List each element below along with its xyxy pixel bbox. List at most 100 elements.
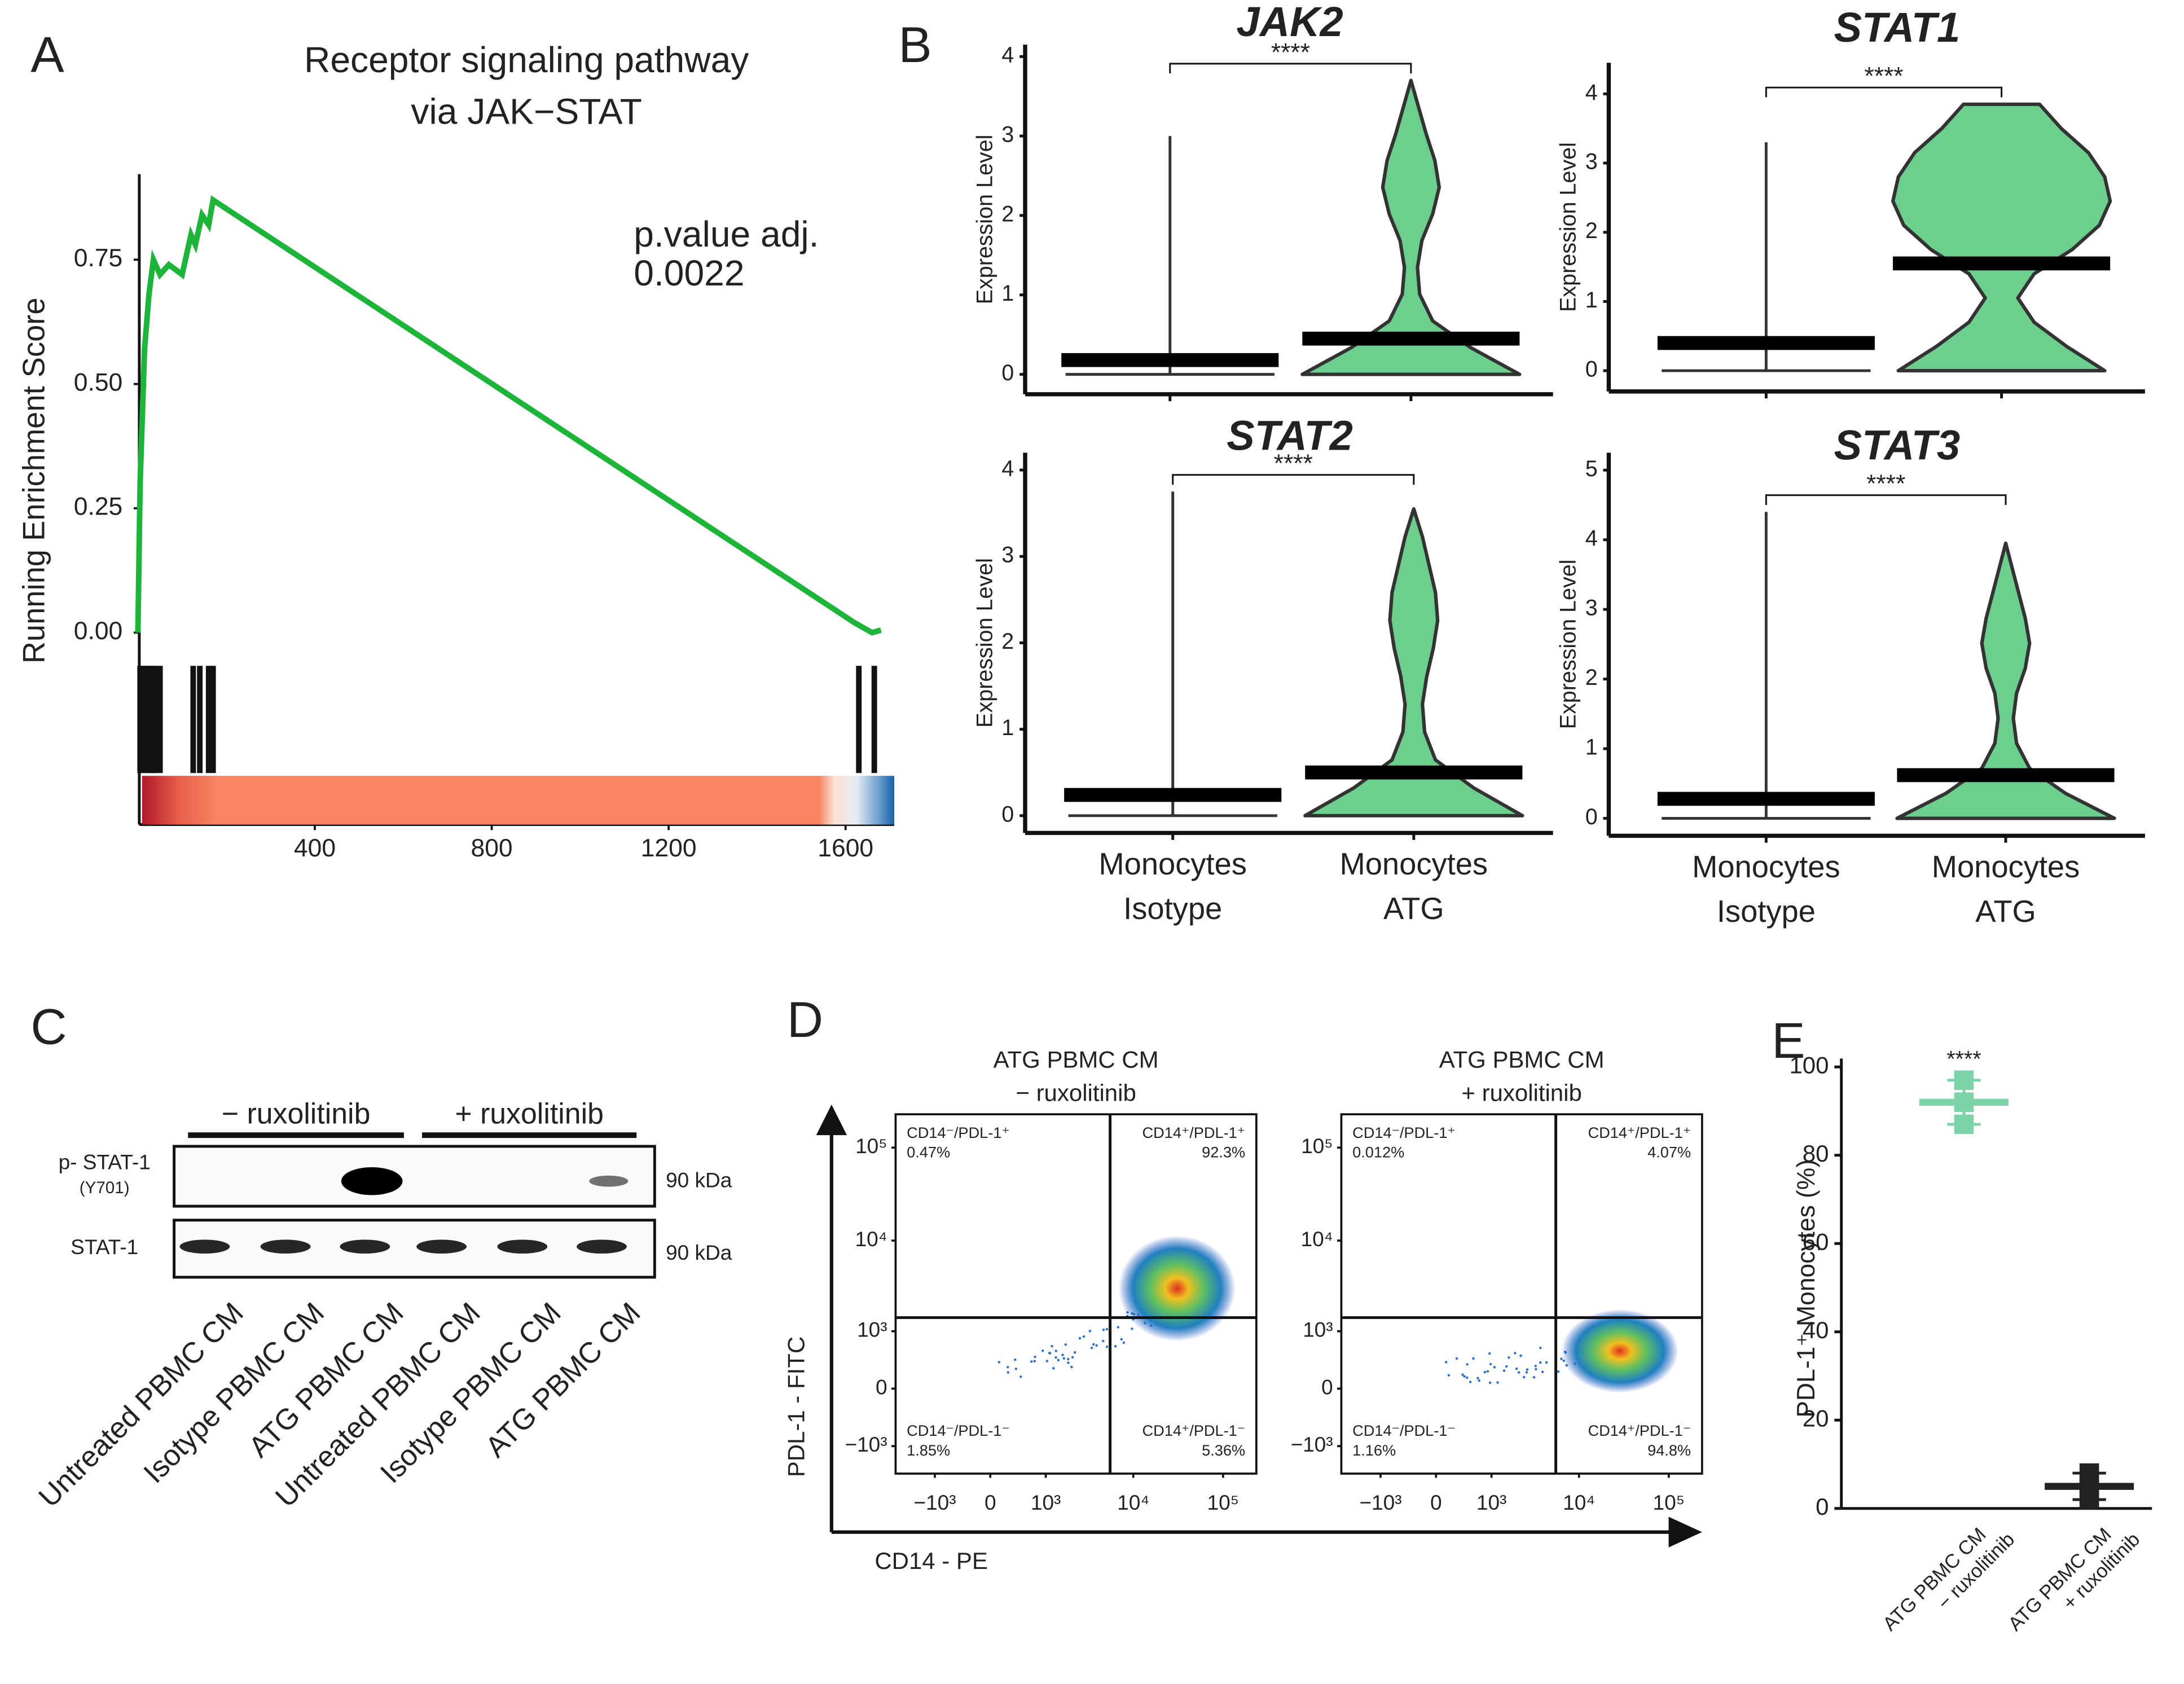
event: [1483, 1370, 1487, 1374]
x-tick-label: Isotype: [1717, 894, 1816, 929]
event: [1117, 1326, 1120, 1329]
chart-title: STAT2: [1227, 412, 1353, 459]
y-tick-label: 4: [1585, 526, 1598, 551]
event: [1020, 1375, 1022, 1378]
event: [1488, 1352, 1491, 1355]
event: [1463, 1375, 1466, 1378]
annotation: 0.0022: [634, 253, 744, 293]
quadrant-value: 0.47%: [907, 1143, 950, 1160]
y-tick-label: 2: [1001, 201, 1014, 226]
plot-title: − ruxolitinib: [1016, 1080, 1136, 1106]
event: [1535, 1368, 1537, 1371]
event: [1071, 1356, 1074, 1359]
event: [1095, 1344, 1098, 1347]
event: [1062, 1357, 1066, 1360]
event: [1048, 1352, 1052, 1355]
event: [1514, 1352, 1517, 1355]
event: [1034, 1355, 1036, 1358]
quadrant-label: CD14⁻/PDL-1⁺: [1352, 1124, 1456, 1141]
significance: ****: [1271, 38, 1310, 66]
y-tick-label: 0: [1585, 804, 1598, 829]
y-tick-label: 1: [1001, 281, 1014, 306]
x-tick-label: 10⁴: [1117, 1490, 1149, 1514]
chart-title: Receptor signaling pathway: [304, 39, 749, 80]
event: [1007, 1366, 1009, 1369]
error-bar: [2072, 1471, 2106, 1501]
x-tick-label: Monocytes: [1692, 850, 1840, 884]
violin: [1895, 541, 2116, 820]
event: [1461, 1373, 1464, 1376]
y-tick-label: −10³: [1290, 1432, 1333, 1456]
event: [1114, 1345, 1117, 1348]
event: [1061, 1353, 1064, 1356]
event: [1045, 1360, 1048, 1362]
event: [1523, 1375, 1526, 1379]
event: [1505, 1365, 1508, 1368]
event: [1444, 1361, 1448, 1364]
y-tick-label: 0: [876, 1375, 887, 1399]
event: [1465, 1376, 1469, 1379]
y-tick-label: 0: [1585, 357, 1598, 381]
event: [1102, 1329, 1105, 1331]
violin: [1300, 78, 1522, 376]
median-bar: [1302, 331, 1520, 346]
x-tick-label: −10³: [1359, 1490, 1401, 1514]
y-tick-label: 100: [1789, 1052, 1829, 1078]
quadrant-value: 0.012%: [1352, 1143, 1404, 1160]
event: [1488, 1381, 1492, 1384]
band: [497, 1239, 548, 1254]
arrowhead: [816, 1104, 847, 1136]
y-tick-label: 10⁴: [1301, 1227, 1333, 1251]
x-tick-label: Monocytes: [1340, 847, 1488, 881]
event: [1534, 1365, 1537, 1368]
y-tick-label: 60: [1803, 1228, 1829, 1255]
x-tick-label: 10⁵: [1653, 1490, 1685, 1514]
y-tick-label: −10³: [845, 1432, 887, 1456]
quadrant-label: CD14⁻/PDL-1⁻: [907, 1422, 1010, 1439]
plot-title: ATG PBMC CM: [994, 1046, 1159, 1072]
y-tick-label: 5: [1585, 456, 1598, 481]
event: [1515, 1367, 1518, 1370]
event: [1051, 1344, 1053, 1348]
y-tick-label: 10³: [857, 1317, 887, 1341]
y-tick-label: 0.00: [74, 617, 122, 645]
x-tick-label: 10⁴: [1563, 1490, 1595, 1514]
chart-title: via JAK−STAT: [411, 91, 642, 132]
y-tick-label: 80: [1803, 1140, 1829, 1167]
event: [1539, 1347, 1542, 1349]
plot-frame: [894, 1113, 1258, 1475]
y-axis-label: Expression Level: [972, 135, 997, 305]
median-bar: [1893, 256, 2111, 271]
y-tick-label: 4: [1001, 456, 1014, 481]
x-axis-label: CD14 - PE: [875, 1547, 988, 1574]
blot-frame: [173, 1219, 656, 1279]
event: [1560, 1357, 1563, 1360]
y-tick-label: 1: [1001, 715, 1014, 740]
event: [1508, 1356, 1510, 1359]
chart-title: STAT1: [1834, 4, 1961, 51]
x-tick-label: 10⁵: [1207, 1490, 1240, 1514]
y-tick-label: 10⁵: [1301, 1134, 1333, 1158]
y-tick-label: 4: [1585, 80, 1598, 105]
event: [1033, 1360, 1036, 1362]
median-bar: [1897, 768, 2115, 782]
quadrant-value: 94.8%: [1647, 1441, 1691, 1459]
band: [416, 1239, 467, 1254]
significance: ****: [1946, 1047, 1981, 1072]
y-axis-label: Expression Level: [972, 558, 997, 728]
x-tick-label: 0: [985, 1490, 996, 1514]
y-tick-label: 0: [1816, 1493, 1829, 1520]
event: [1472, 1357, 1475, 1360]
event: [1014, 1368, 1017, 1370]
population: [1118, 1235, 1236, 1342]
event: [1054, 1356, 1057, 1359]
event: [1489, 1362, 1492, 1366]
panel-label: D: [787, 992, 823, 1048]
event: [1090, 1347, 1093, 1349]
quadrant-label: CD14⁺/PDL-1⁻: [1588, 1422, 1691, 1439]
quadrant-label: CD14⁺/PDL-1⁺: [1588, 1124, 1691, 1141]
event: [1030, 1360, 1033, 1363]
significance: ****: [1866, 470, 1905, 498]
event: [1557, 1370, 1560, 1373]
